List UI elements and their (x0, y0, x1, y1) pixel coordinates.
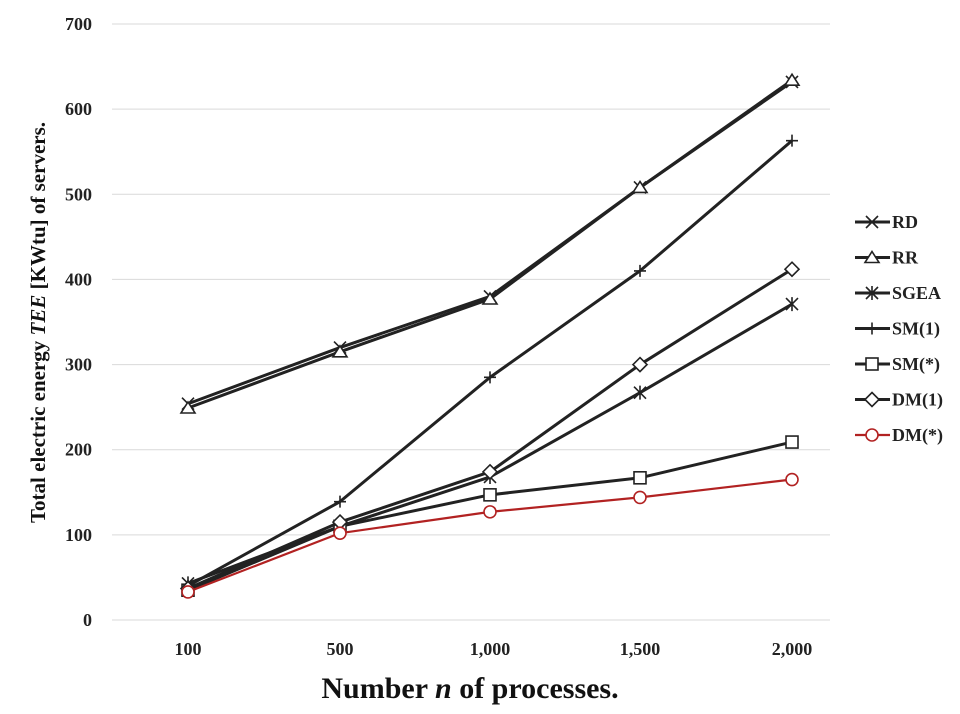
legend-label: DM(1) (892, 390, 943, 411)
x-tick-label: 100 (175, 639, 202, 659)
y-tick-label: 600 (65, 99, 92, 119)
y-tick-label: 300 (65, 355, 92, 375)
marker-plus (786, 134, 798, 147)
marker-star (785, 297, 799, 312)
y-axis-title: Total electric energy TEE [KWtu] of serv… (26, 121, 51, 522)
y-tick-labels: 0 100 200 300 400 500 600 700 (65, 14, 92, 630)
marker-diamond (863, 391, 881, 408)
marker-diamond (481, 463, 499, 480)
x-axis-title-part-1: Number (321, 672, 435, 705)
series-line (187, 139, 793, 588)
legend: RD RR SGEA SM(1) SM(*) DM(1) DM(*) (855, 212, 943, 446)
series-rd (181, 75, 799, 411)
x-tick-label: 500 (327, 639, 354, 659)
y-axis-title-part-1: Total electric energy (26, 334, 51, 523)
marker-triangle (863, 250, 881, 264)
legend-item: SM(*) (855, 354, 940, 375)
marker-circle (633, 490, 647, 505)
legend-item: SM(1) (855, 319, 940, 340)
marker-x (865, 215, 879, 229)
series-layer (179, 72, 801, 599)
series-line (187, 78, 793, 410)
marker-triangle (331, 344, 349, 358)
marker-plus (334, 495, 346, 508)
marker-triangle (783, 72, 801, 86)
marker-square (865, 357, 879, 371)
x-tick-label: 1,000 (470, 639, 511, 659)
marker-diamond (631, 356, 649, 373)
marker-triangle (631, 179, 649, 194)
legend-item: RD (855, 212, 918, 232)
marker-plus (484, 371, 496, 384)
series-sgea (181, 297, 799, 591)
x-tick-labels: 100 500 1,000 1,500 2,000 (175, 639, 813, 659)
y-axis-title-variable: TEE (26, 294, 51, 335)
legend-label: SM(1) (892, 319, 940, 340)
marker-star (633, 385, 647, 400)
marker-circle (785, 472, 799, 487)
legend-label: SM(*) (892, 354, 940, 375)
marker-plus (866, 322, 878, 335)
series-dm- (181, 472, 799, 599)
gridlines (112, 23, 830, 621)
legend-label: SGEA (892, 283, 941, 303)
marker-circle (333, 526, 347, 540)
y-tick-label: 500 (65, 184, 92, 204)
marker-circle (483, 505, 497, 519)
series-line (187, 302, 793, 585)
x-axis-title-variable: n (435, 672, 452, 705)
legend-label: RR (892, 248, 919, 268)
legend-item: DM(1) (855, 390, 943, 411)
y-tick-label: 200 (65, 440, 92, 460)
marker-plus (634, 264, 646, 277)
marker-square (633, 471, 647, 485)
legend-label: RD (892, 212, 918, 232)
marker-square (785, 435, 799, 449)
marker-star (865, 286, 879, 300)
marker-circle (865, 428, 879, 442)
legend-item: SGEA (855, 283, 941, 303)
marker-square (483, 488, 497, 502)
x-tick-label: 1,500 (620, 639, 661, 659)
y-axis-title-part-3: [KWtu] of servers. (26, 121, 51, 295)
x-axis-title-part-3: of processes. (451, 672, 619, 705)
y-tick-label: 400 (65, 269, 92, 289)
legend-label: DM(*) (892, 425, 943, 446)
x-axis-title: Number n of processes. (110, 672, 830, 706)
series-dm-1- (179, 261, 801, 597)
x-tick-label: 2,000 (772, 639, 813, 659)
y-tick-label: 100 (65, 525, 92, 545)
series-rr (179, 72, 801, 414)
y-tick-label: 700 (65, 14, 92, 34)
y-tick-label: 0 (83, 610, 92, 630)
marker-triangle (179, 400, 197, 414)
marker-triangle (481, 291, 499, 305)
series-sm-1- (182, 134, 798, 592)
legend-item: DM(*) (855, 425, 943, 446)
legend-item: RR (855, 248, 919, 268)
marker-circle (181, 585, 195, 599)
marker-diamond (783, 261, 801, 278)
series-line (187, 267, 793, 590)
